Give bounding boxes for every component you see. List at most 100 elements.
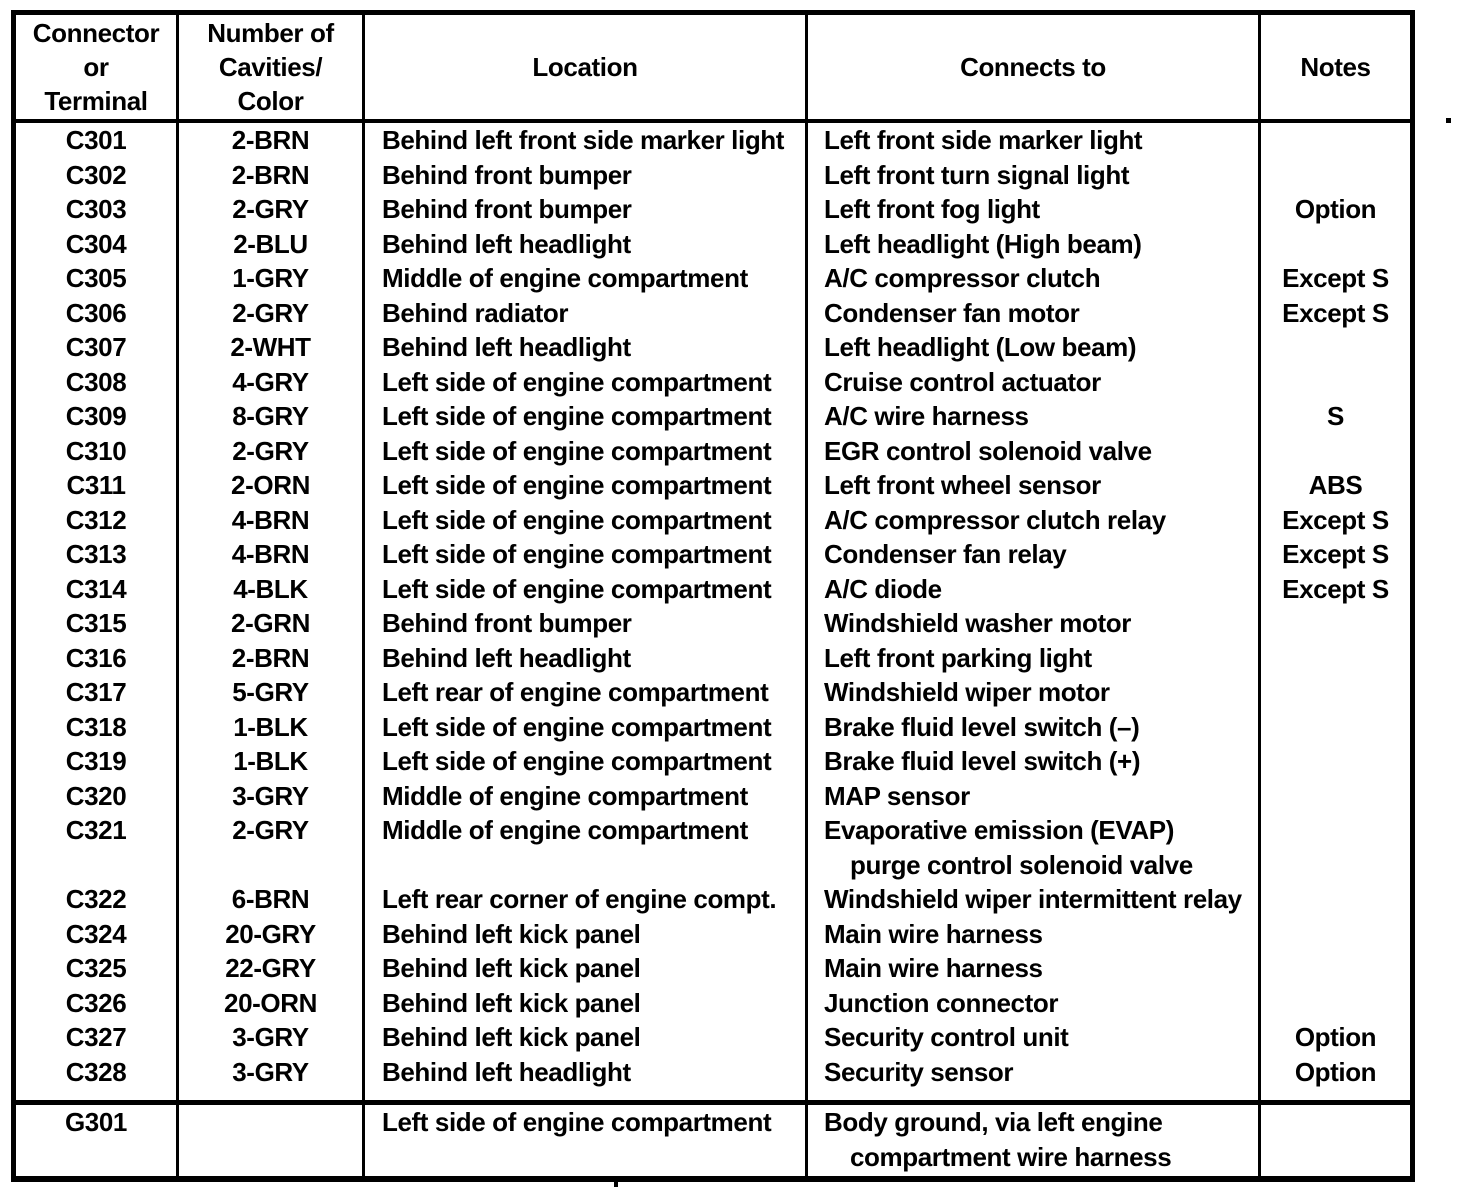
cell-location: Behind left headlight <box>362 226 808 261</box>
scan-artifact-tick <box>614 1180 618 1187</box>
cell-connector: C311 <box>12 468 179 503</box>
connects-to-line: Security sensor <box>824 1056 1014 1087</box>
cell-connects-to: Body ground, via left engine compartment … <box>805 1100 1261 1179</box>
cell-notes <box>1258 916 1414 951</box>
cell-cavities-color: 3-GRY <box>176 778 365 813</box>
cell-connects-to: Left front parking light <box>805 640 1261 675</box>
cell-notes: Except S <box>1258 261 1414 296</box>
cell-connector: C303 <box>12 192 179 227</box>
table-row: C312 4-BRN Left side of engine compartment… <box>12 502 1414 537</box>
connects-to-line: Left front parking light <box>824 642 1092 673</box>
cell-location: Behind left headlight <box>362 1054 808 1103</box>
cell-location: Behind left kick panel <box>362 916 808 951</box>
cell-connector: C313 <box>12 537 179 572</box>
connects-to-line: A/C compressor clutch <box>824 263 1101 293</box>
cell-notes: Option <box>1258 192 1414 227</box>
cell-connector: C302 <box>12 157 179 192</box>
connects-to-line: Windshield wiper motor <box>824 677 1110 707</box>
table-body: C301 2-BRN Behind left front side marker l… <box>12 121 1414 1179</box>
cell-notes <box>1258 226 1414 261</box>
cell-connector: C328 <box>12 1054 179 1103</box>
cell-location: Left side of engine compartment <box>362 1100 808 1179</box>
cell-connects-to: Condenser fan motor <box>805 295 1261 330</box>
table-row: C314 4-BLK Left side of engine compartment… <box>12 571 1414 606</box>
table-row: C305 1-GRY Middle of engine compartment A/C… <box>12 261 1414 296</box>
cell-cavities-color: 2-GRY <box>176 192 365 227</box>
cell-location: Middle of engine compartment <box>362 261 808 296</box>
cell-connects-to: Security control unit <box>805 1020 1261 1055</box>
cell-location: Behind left kick panel <box>362 1020 808 1055</box>
cell-cavities-color: 1-BLK <box>176 744 365 779</box>
table-row: C310 2-GRY Left side of engine compartment… <box>12 433 1414 468</box>
table-row: C319 1-BLK Left side of engine compartment… <box>12 744 1414 779</box>
cell-notes <box>1258 709 1414 744</box>
connects-to-line: Left front fog light <box>824 194 1040 224</box>
cell-location: Behind left kick panel <box>362 985 808 1020</box>
cell-cavities-color: 2-ORN <box>176 468 365 503</box>
cell-connector: C325 <box>12 951 179 986</box>
cell-location: Middle of engine compartment <box>362 813 808 882</box>
cell-notes: Except S <box>1258 502 1414 537</box>
connects-to-line: compartment wire harness <box>850 1141 1172 1172</box>
cell-notes: Except S <box>1258 295 1414 330</box>
cell-notes <box>1258 778 1414 813</box>
cell-connector: C307 <box>12 330 179 365</box>
cell-connector: C301 <box>12 121 179 158</box>
cell-connector: G301 <box>12 1100 179 1179</box>
cell-cavities-color: 8-GRY <box>176 399 365 434</box>
cell-location: Middle of engine compartment <box>362 778 808 813</box>
connects-to-line: Body ground, via left engine <box>824 1107 1163 1137</box>
cell-cavities-color: 2-BRN <box>176 640 365 675</box>
cell-cavities-color: 4-BRN <box>176 537 365 572</box>
connects-to-line: Windshield washer motor <box>824 608 1131 638</box>
cell-connector: C310 <box>12 433 179 468</box>
cell-connects-to: A/C compressor clutch relay <box>805 502 1261 537</box>
cell-notes: S <box>1258 399 1414 434</box>
table-row: C327 3-GRY Behind left kick panel Security … <box>12 1020 1414 1055</box>
cell-connects-to: Main wire harness <box>805 916 1261 951</box>
cell-location: Behind left front side marker light <box>362 121 808 158</box>
cell-connector: C315 <box>12 606 179 641</box>
connects-to-line: Left headlight (Low beam) <box>824 332 1137 362</box>
cell-connects-to: Brake fluid level switch (+) <box>805 744 1261 779</box>
cell-location: Behind front bumper <box>362 157 808 192</box>
table-row: C324 20-GRY Behind left kick panel Main wir… <box>12 916 1414 951</box>
table-row: C315 2-GRN Behind front bumper Windshield w… <box>12 606 1414 641</box>
cell-connects-to: Left front turn signal light <box>805 157 1261 192</box>
header-row: Connector or Terminal Number of Cavities… <box>12 12 1414 123</box>
cell-notes: ABS <box>1258 468 1414 503</box>
cell-location: Left side of engine compartment <box>362 571 808 606</box>
connects-to-line: Main wire harness <box>824 918 1043 949</box>
table-row: G301 Left side of engine compartment Body … <box>12 1100 1414 1179</box>
table-row: C313 4-BRN Left side of engine compartment… <box>12 537 1414 572</box>
cell-location: Behind left headlight <box>362 640 808 675</box>
table-row: C325 22-GRY Behind left kick panel Main wir… <box>12 951 1414 986</box>
cell-location: Left side of engine compartment <box>362 744 808 779</box>
cell-location: Left side of engine compartment <box>362 364 808 399</box>
cell-location: Left rear corner of engine compt. <box>362 882 808 917</box>
cell-connects-to: A/C compressor clutch <box>805 261 1261 296</box>
table-row: C321 2-GRY Middle of engine compartment Eva… <box>12 813 1414 882</box>
cell-cavities-color: 2-BRN <box>176 157 365 192</box>
cell-connector: C312 <box>12 502 179 537</box>
connects-to-line: Condenser fan relay <box>824 539 1067 569</box>
connects-to-line: A/C compressor clutch relay <box>824 504 1166 535</box>
cell-notes <box>1258 330 1414 365</box>
cell-cavities-color: 3-GRY <box>176 1054 365 1103</box>
cell-cavities-color: 2-GRN <box>176 606 365 641</box>
cell-connector: C324 <box>12 916 179 951</box>
cell-connector: C304 <box>12 226 179 261</box>
connects-to-line: A/C wire harness <box>824 401 1029 431</box>
table-row: C303 2-GRY Behind front bumper Left front f… <box>12 192 1414 227</box>
cell-location: Left side of engine compartment <box>362 502 808 537</box>
connects-to-line: MAP sensor <box>824 780 970 811</box>
cell-connects-to: Evaporative emission (EVAP) purge control… <box>805 813 1261 882</box>
table-row: C309 8-GRY Left side of engine compartment… <box>12 399 1414 434</box>
cell-cavities-color: 2-BRN <box>176 121 365 158</box>
table-row: C304 2-BLU Behind left headlight Left headl… <box>12 226 1414 261</box>
cell-location: Left side of engine compartment <box>362 709 808 744</box>
cell-connects-to: Windshield washer motor <box>805 606 1261 641</box>
cell-connects-to: Windshield wiper intermittent relay <box>805 882 1261 917</box>
